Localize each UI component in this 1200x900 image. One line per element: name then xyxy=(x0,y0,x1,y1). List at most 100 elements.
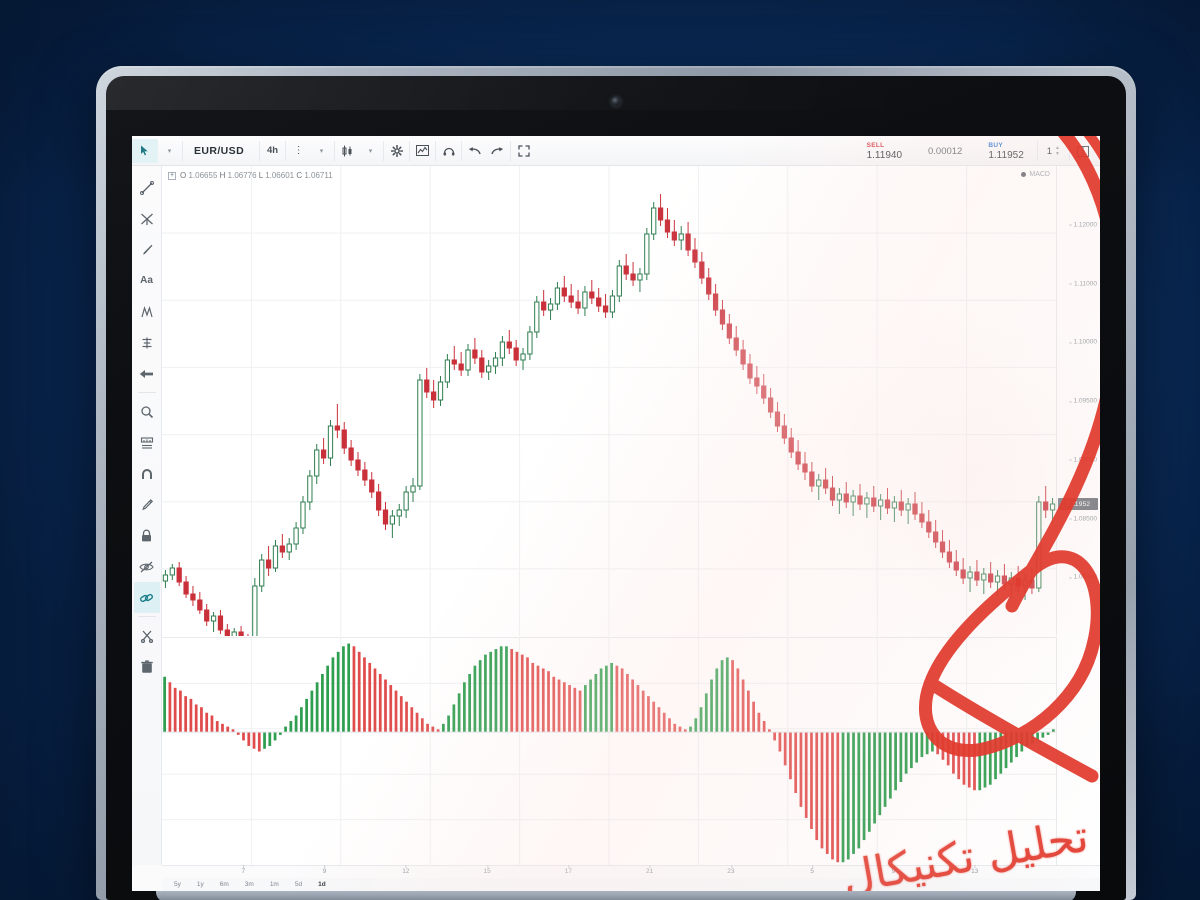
time-axis-tick: 23 xyxy=(727,865,735,875)
macd-pane[interactable] xyxy=(162,637,1056,865)
stepper-down-icon[interactable]: ▼ xyxy=(1055,150,1060,157)
laptop-device: ▾ EUR/USD 4h ⋮ ▾ xyxy=(96,66,1136,900)
timeframe-button-6m[interactable]: 6m xyxy=(219,881,229,888)
ohlc-close-label: C xyxy=(296,171,303,180)
price-axis-tick: 1.08500 xyxy=(1068,515,1097,522)
laptop-base xyxy=(156,888,1076,900)
ohlc-open-value: 1.06655 xyxy=(188,171,218,180)
patterns-tool-icon[interactable] xyxy=(134,296,160,327)
webcam-icon xyxy=(611,97,621,106)
pitchfork-tool-icon[interactable] xyxy=(134,203,160,234)
symbol-selector[interactable]: EUR/USD xyxy=(184,139,258,163)
timeframe-button-3m[interactable]: 3m xyxy=(244,881,254,888)
ohlc-open-label: O xyxy=(180,171,187,180)
price-axis-tick: 1.09500 xyxy=(1068,397,1097,405)
time-axis-tick: 7 xyxy=(241,865,246,875)
cursor-tool-icon[interactable] xyxy=(132,138,158,163)
sell-price: 1.11940 xyxy=(866,149,902,161)
interval-label: 4h xyxy=(267,145,279,156)
text-tool-glyph: Aa xyxy=(140,275,153,286)
trading-platform-screen: ▾ EUR/USD 4h ⋮ ▾ xyxy=(132,136,1100,891)
more-intervals-icon[interactable]: ⋮ xyxy=(287,139,310,163)
timeframe-button-1d[interactable]: 1d xyxy=(318,881,326,888)
remove-tool-icon[interactable] xyxy=(134,651,160,682)
buy-label: BUY xyxy=(988,141,1003,149)
ohlc-high-label: H xyxy=(219,171,226,180)
stepper-up-icon[interactable]: ▲ xyxy=(1055,144,1060,151)
time-axis[interactable]: 7 9 12 15 17 21 23 5 9 13 xyxy=(162,865,1100,878)
settings-gear-icon[interactable] xyxy=(385,139,408,163)
undo-icon[interactable] xyxy=(463,139,486,163)
top-toolbar: ▾ EUR/USD 4h ⋮ ▾ xyxy=(132,136,1100,166)
toolbar-divider xyxy=(510,140,512,161)
layout-icon[interactable] xyxy=(1071,139,1094,163)
macd-histogram-plot xyxy=(162,638,1056,865)
price-axis-tick: 1.11000 xyxy=(1068,280,1097,287)
price-axis-tick: 1.09000 xyxy=(1068,456,1097,464)
chart-type-caret[interactable]: ▾ xyxy=(359,139,382,163)
time-axis-tick: 21 xyxy=(646,865,654,875)
interval-selector[interactable]: 4h xyxy=(261,139,284,163)
price-axis-tick: 1.08000 xyxy=(1068,573,1097,581)
more-intervals-caret[interactable]: ▾ xyxy=(310,139,333,163)
toolbar-divider xyxy=(409,140,411,161)
lock-tool-icon[interactable] xyxy=(134,520,160,551)
drawing-mode-tool-icon[interactable] xyxy=(134,489,160,520)
redo-icon[interactable] xyxy=(486,139,509,163)
price-pane[interactable]: + O 1.06655 H 1.06776 L 1.06601 C 1.0671… xyxy=(162,166,1056,636)
trend-line-tool-icon[interactable] xyxy=(134,172,160,203)
caret-glyph: ▾ xyxy=(167,147,172,155)
expand-icon[interactable]: + xyxy=(168,171,176,180)
arrow-tool-icon[interactable] xyxy=(134,358,160,389)
toolbar-divider xyxy=(334,140,336,161)
chart-container[interactable]: + O 1.06655 H 1.06776 L 1.06601 C 1.0671… xyxy=(162,166,1100,865)
forecast-tool-icon[interactable] xyxy=(134,327,160,358)
stepper-arrows[interactable]: ▲ ▼ xyxy=(1055,144,1060,157)
toolbar-divider xyxy=(182,140,183,161)
symbol-label: EUR/USD xyxy=(194,144,245,157)
magnet-tool-icon[interactable] xyxy=(134,458,160,489)
timeframe-button-1y[interactable]: 1y xyxy=(196,881,204,888)
quantity-stepper[interactable]: 1 ▲ ▼ xyxy=(1039,144,1068,157)
time-axis-tick: 13 xyxy=(971,865,979,875)
timeframe-bar: 5y 1y 6m 3m 1m 5d 1d xyxy=(162,878,1100,891)
toolbar-divider xyxy=(1036,141,1038,161)
rail-divider xyxy=(137,392,156,393)
show-objects-tool-icon[interactable] xyxy=(133,582,160,613)
ohlc-low-value: 1.06601 xyxy=(265,171,295,180)
ohlc-high-value: 1.06776 xyxy=(227,171,257,180)
indicators-icon[interactable] xyxy=(411,139,434,163)
measure-tool-icon[interactable] xyxy=(134,427,160,458)
alert-icon[interactable] xyxy=(437,139,460,163)
time-axis-tick: 5 xyxy=(810,865,814,875)
hide-drawings-tool-icon[interactable] xyxy=(134,551,160,582)
sell-button[interactable]: SELL 1.11940 xyxy=(855,142,914,161)
timeframe-button-5d[interactable]: 5d xyxy=(294,881,303,888)
timeframe-button-1m[interactable]: 1m xyxy=(269,881,279,888)
time-axis-tick: 9 xyxy=(322,865,327,875)
more-glyph: ⋮ xyxy=(293,145,304,156)
buy-price: 1.11952 xyxy=(988,149,1024,161)
toolbar-divider xyxy=(435,140,437,161)
chart-type-icon[interactable] xyxy=(336,139,359,163)
toolbar-divider xyxy=(259,140,261,161)
buy-button[interactable]: BUY 1.11952 xyxy=(976,142,1035,161)
price-axis[interactable]: 1.12000 1.11000 1.10000 1.09500 1.09000 1.085… xyxy=(1056,166,1100,636)
toolbar-divider xyxy=(285,140,287,161)
ohlc-close-value: 1.06711 xyxy=(304,171,333,180)
drawing-tools-rail: Aa xyxy=(132,166,162,865)
caret-glyph: ▾ xyxy=(368,147,373,155)
text-tool-icon[interactable]: Aa xyxy=(134,265,160,296)
toolbar-divider xyxy=(1069,141,1070,161)
zoom-tool-icon[interactable] xyxy=(134,396,160,427)
timeframe-button-5y[interactable]: 5y xyxy=(174,881,181,888)
candlestick-plot xyxy=(162,166,1056,636)
last-price-tag: 1.11952 xyxy=(1058,498,1098,510)
cursor-dropdown-caret[interactable]: ▾ xyxy=(158,139,181,163)
time-axis-tick: 17 xyxy=(564,865,572,875)
fullscreen-icon[interactable] xyxy=(512,139,535,163)
quantity-value: 1 xyxy=(1046,145,1053,157)
brush-tool-icon[interactable] xyxy=(134,234,160,265)
cut-tool-icon[interactable] xyxy=(134,620,160,651)
quote-panel: SELL 1.11940 0.00012 BUY 1.11952 1 ▲ ▼ xyxy=(855,138,1094,164)
